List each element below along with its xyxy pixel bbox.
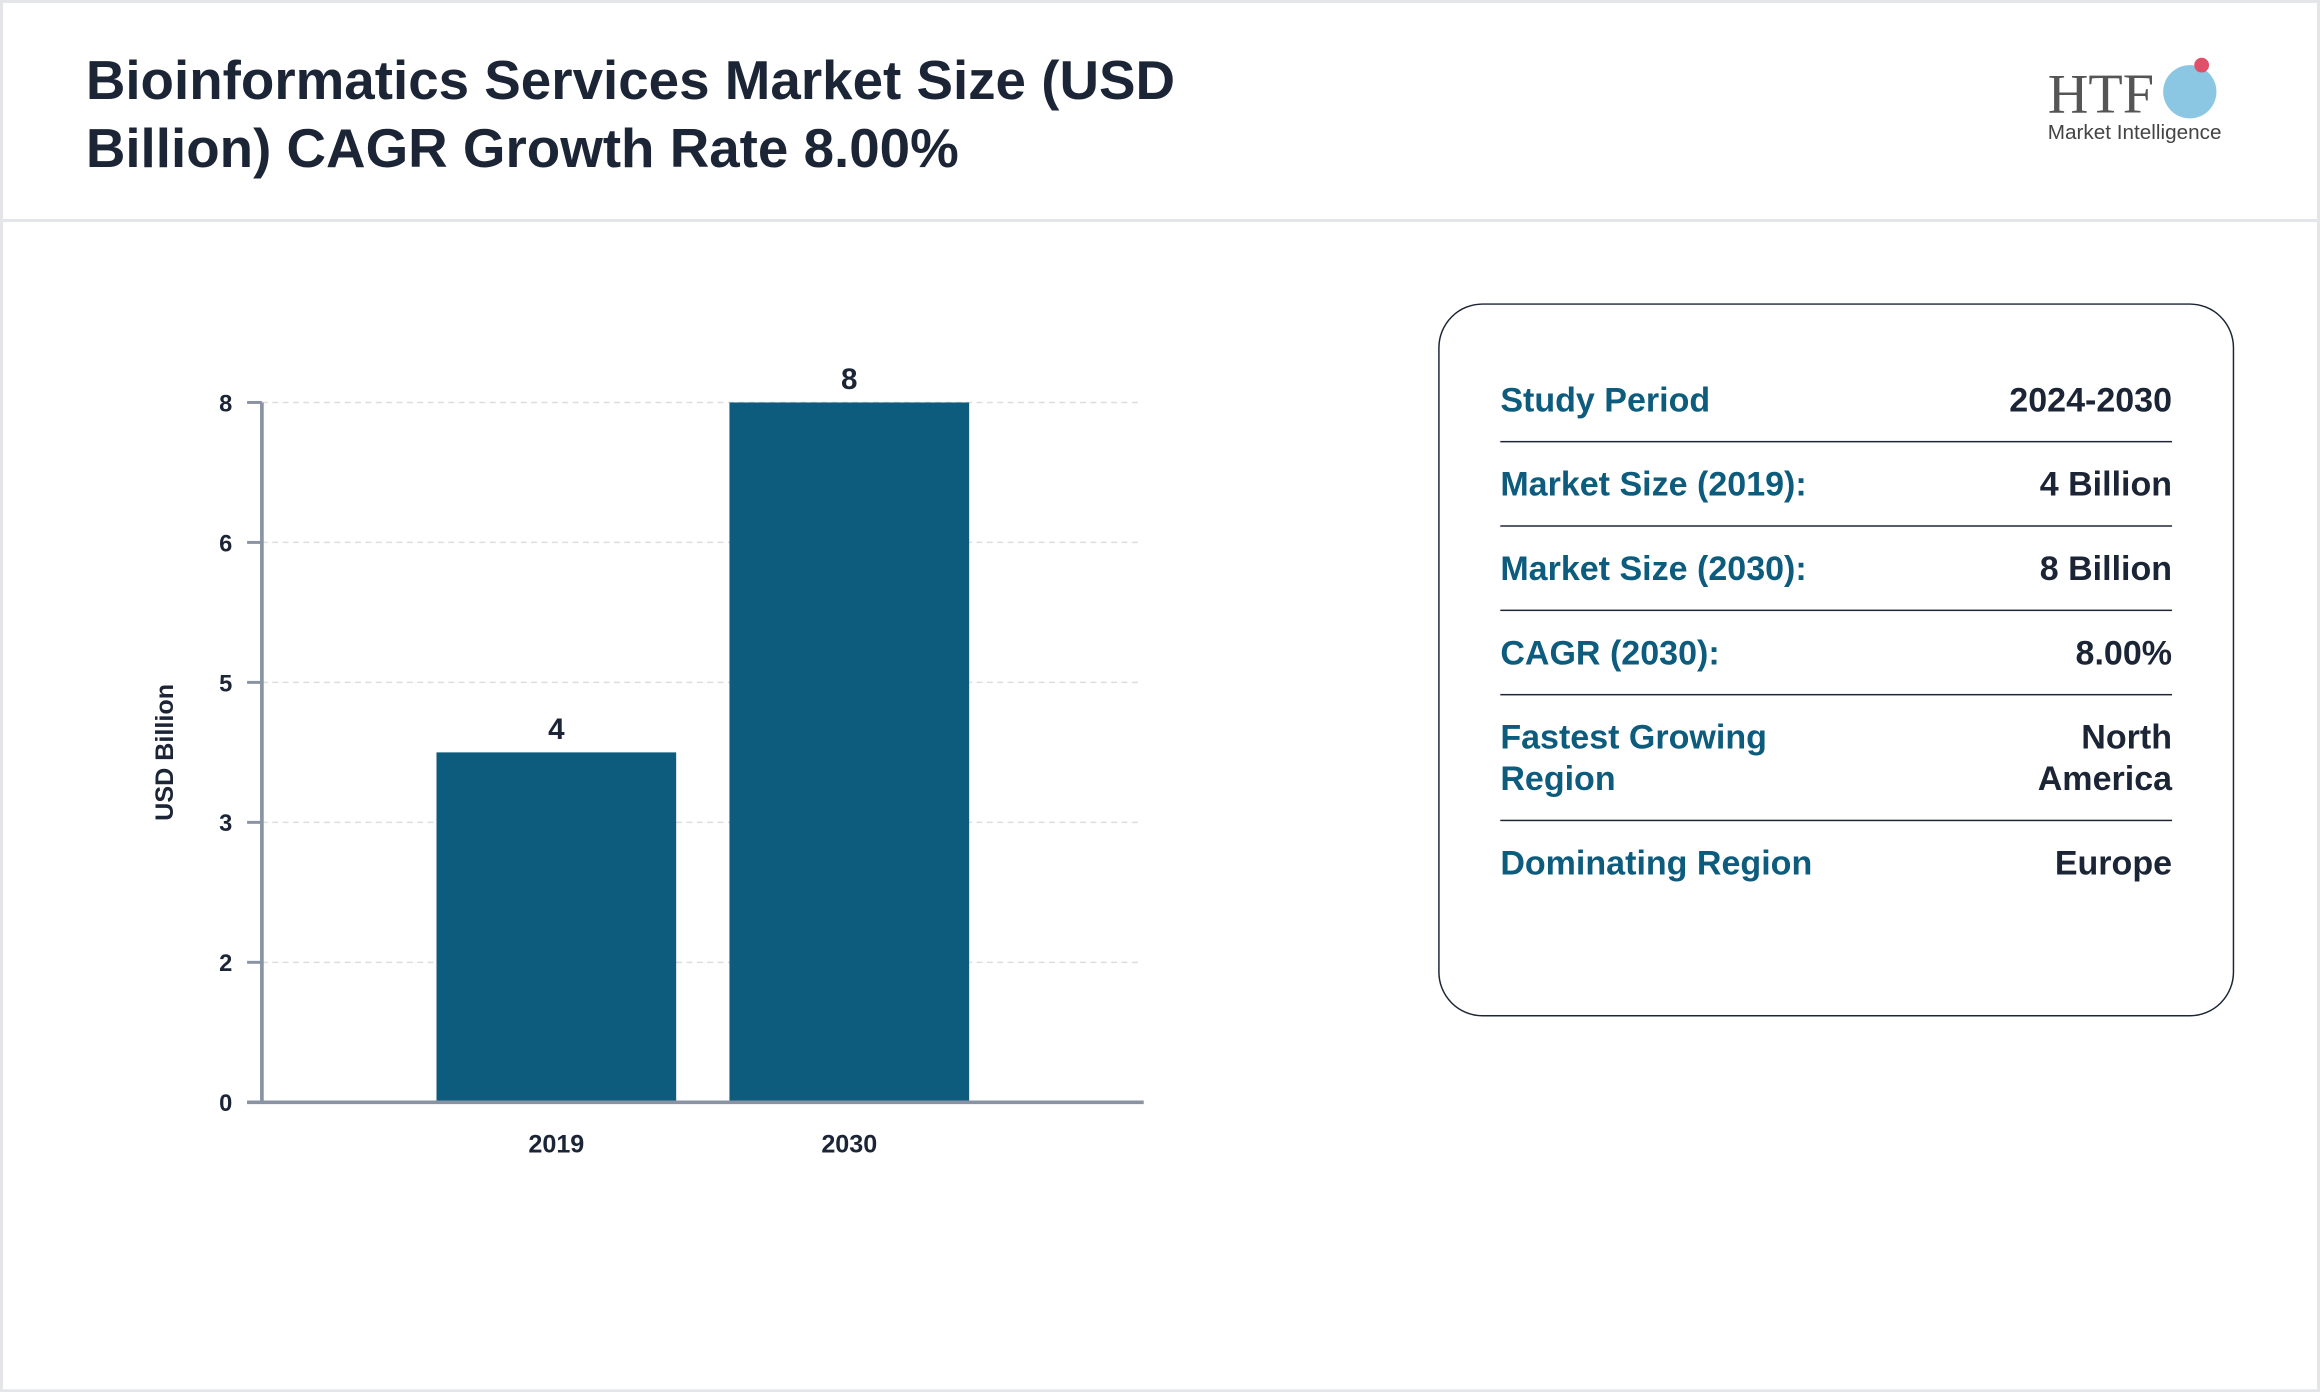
info-row: Dominating Region Europe: [1500, 821, 2172, 904]
logo: HTF Market Intelligence: [2048, 57, 2222, 144]
info-row: Fastest Growing Region North America: [1500, 695, 2173, 822]
data-label: 4: [548, 713, 565, 746]
header: Bioinformatics Services Market Size (USD…: [2, 3, 2318, 222]
info-label: Dominating Region: [1500, 843, 1813, 882]
info-label: Market Size (2019):: [1500, 464, 1807, 504]
info-value: Europe: [2054, 843, 2173, 882]
title: Bioinformatics Services Market Size (USD…: [85, 50, 1176, 180]
info-row: Market Size (2030): 8 Billion: [1500, 527, 2173, 612]
info-value: North America: [2037, 717, 2173, 798]
info-row: Study Period 2024-2030: [1500, 358, 2173, 443]
info-label: CAGR (2030):: [1500, 633, 1720, 672]
info-label: Study Period: [1500, 380, 1711, 419]
x-tick-label: 2019: [528, 1131, 584, 1159]
info-row: Market Size (2019): 4 Billion: [1500, 442, 2173, 527]
logo-dot: [2194, 57, 2210, 73]
logo-tagline: Market Intelligence: [2048, 121, 2222, 144]
info-card: Study Period 2024-2030 Market Size (2019):…: [1438, 303, 2235, 1017]
y-tick-label: 3: [219, 811, 232, 837]
info-value: 2024-2030: [2009, 380, 2173, 419]
info-row: CAGR (2030): 8.00%: [1500, 611, 2173, 696]
y-axis-label: USD Billion: [151, 684, 179, 821]
data-label: 8: [841, 363, 857, 396]
y-tick-label: 0: [219, 1091, 232, 1117]
info-label: Fastest Growing Region: [1500, 717, 1767, 798]
info-value: 8.00%: [2075, 633, 2173, 672]
y-tick-label: 8: [219, 391, 232, 417]
info-value: 4 Billion: [2039, 464, 2173, 504]
y-tick-label: 5: [219, 671, 232, 697]
info-value: 8 Billion: [2039, 548, 2173, 588]
y-tick-label: 6: [219, 531, 232, 557]
bar: [436, 752, 677, 1103]
chart: 0 2 3 5 6 8 USD Billion 2019 4 2030 8: [151, 363, 1144, 1159]
bar: [729, 402, 970, 1103]
logo-emblem: [2163, 65, 2217, 119]
info-label: Market Size (2030):: [1500, 548, 1807, 588]
x-tick-label: 2030: [821, 1131, 877, 1159]
y-tick-label: 2: [219, 951, 232, 977]
logo-name: HTF: [2048, 63, 2154, 125]
